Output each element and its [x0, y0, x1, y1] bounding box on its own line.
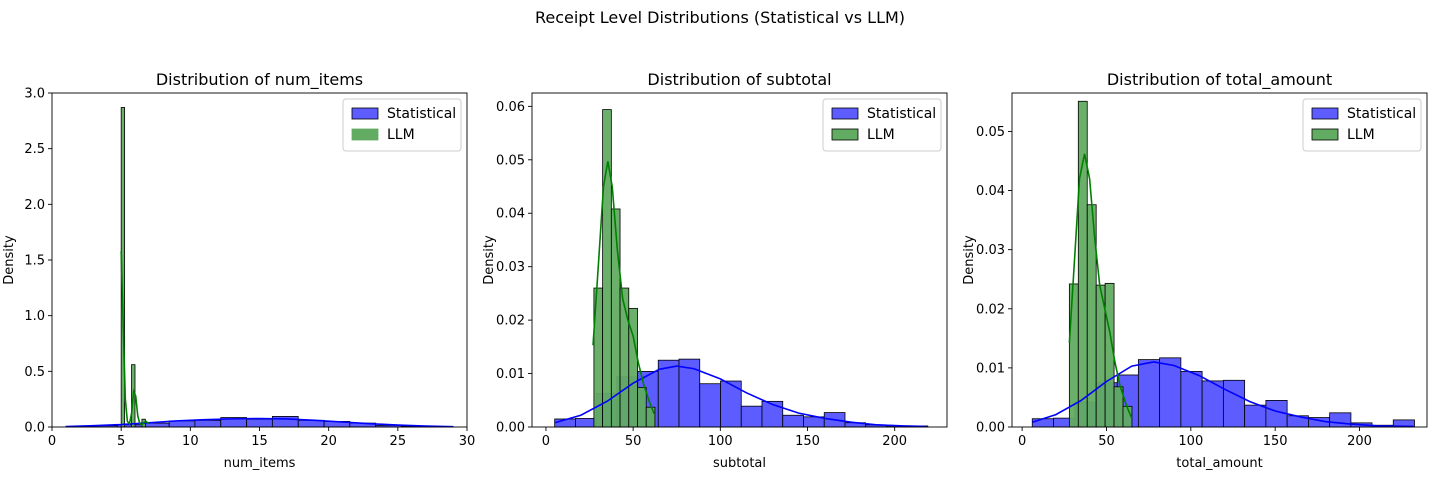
- histogram-bar: [575, 418, 597, 428]
- legend-label-llm: LLM: [1347, 127, 1375, 143]
- y-axis-label: Density: [482, 235, 497, 285]
- axes-frame: [531, 92, 948, 428]
- y-tick-label: 0.04: [976, 184, 1005, 199]
- x-tick-label: 150: [1263, 434, 1288, 449]
- histogram-bar: [1137, 359, 1161, 428]
- y-tick-label: 0.00: [976, 421, 1005, 436]
- histogram-bar: [645, 406, 656, 428]
- legend: Statistical LLM: [342, 98, 462, 152]
- x-tick-label: 100: [708, 434, 733, 449]
- y-tick-label: 0.0: [24, 421, 45, 436]
- x-tick-label: 200: [1347, 434, 1372, 449]
- legend-swatch-statistical: [351, 107, 379, 120]
- histogram-bar: [194, 419, 222, 428]
- legend-swatch-statistical: [1311, 107, 1339, 120]
- legend-swatch-statistical: [831, 107, 859, 120]
- histogram-bar: [1031, 418, 1054, 428]
- kde-line-llm: [1068, 153, 1133, 419]
- x-tick-label: 200: [882, 434, 907, 449]
- kde-line-statistical: [554, 365, 927, 428]
- histogram-bar: [637, 387, 647, 428]
- x-axis-label: subtotal: [713, 456, 766, 471]
- x-tick-label: 150: [795, 434, 820, 449]
- panel-title: Distribution of total_amount: [1107, 70, 1332, 90]
- x-tick-label: 50: [625, 434, 642, 449]
- y-tick-label: 0.06: [496, 100, 525, 115]
- legend: Statistical LLM: [1302, 98, 1422, 152]
- y-tick-label: 0.00: [496, 421, 525, 436]
- x-tick-label: 5: [117, 434, 125, 449]
- subplot-subtotal: Distribution of subtotal 0 50 100 150 200 0.00…: [482, 70, 948, 471]
- histogram-bar: [782, 414, 804, 428]
- histogram-bar: [657, 359, 680, 428]
- y-tick-label: 0.02: [496, 314, 525, 329]
- legend-label-statistical: Statistical: [387, 106, 456, 122]
- histogram-bar: [1104, 282, 1115, 428]
- legend-swatch-llm: [351, 128, 379, 141]
- x-tick-label: 30: [459, 434, 476, 449]
- series-llm-bars: [593, 109, 656, 428]
- histogram-bar: [1077, 100, 1088, 428]
- legend-swatch-llm: [831, 128, 859, 141]
- legend: Statistical LLM: [822, 98, 942, 152]
- y-axis-label: Density: [2, 235, 17, 285]
- x-tick-label: 0: [48, 434, 56, 449]
- y-tick-label: 0.5: [24, 365, 45, 380]
- panel-title: Distribution of num_items: [156, 70, 363, 90]
- y-tick-label: 0.03: [976, 243, 1005, 258]
- x-tick-label: 100: [1178, 434, 1203, 449]
- x-tick-label: 0: [1018, 434, 1026, 449]
- histogram-bar: [602, 109, 612, 428]
- legend-swatch-llm: [1311, 128, 1339, 141]
- y-tick-label: 0.05: [496, 153, 525, 168]
- x-tick-label: 50: [1098, 434, 1115, 449]
- x-tick-label: 20: [320, 434, 337, 449]
- kde-line-llm: [592, 161, 655, 414]
- x-tick-label: 10: [182, 434, 199, 449]
- histogram-bar: [142, 422, 170, 428]
- x-axis-label: num_items: [224, 456, 296, 471]
- legend-label-statistical: Statistical: [867, 106, 936, 122]
- y-tick-label: 1.5: [24, 254, 45, 269]
- x-tick-label: 0: [542, 434, 550, 449]
- histogram-bar: [740, 405, 763, 428]
- legend-label-llm: LLM: [387, 127, 415, 143]
- y-tick-label: 1.0: [24, 309, 45, 324]
- y-tick-label: 0.05: [976, 125, 1005, 140]
- histogram-bar: [610, 208, 621, 428]
- kde-line-statistical: [1031, 361, 1414, 428]
- figure-suptitle: Receipt Level Distributions (Statistical…: [535, 8, 905, 27]
- histogram-bar: [1222, 379, 1246, 428]
- histogram-bar: [246, 418, 273, 428]
- y-tick-label: 0.02: [976, 302, 1005, 317]
- histogram-bar: [1329, 412, 1352, 428]
- x-axis-label: total_amount: [1176, 456, 1262, 471]
- kde-line-statistical: [65, 417, 454, 428]
- y-tick-label: 0.04: [496, 207, 525, 222]
- y-tick-label: 0.03: [496, 260, 525, 275]
- y-axis-label: Density: [962, 235, 977, 285]
- histogram-bar: [1244, 404, 1267, 428]
- subplot-total-amount: Distribution of total_amount 0 50 100 150 200…: [962, 70, 1428, 471]
- legend-label-llm: LLM: [867, 127, 895, 143]
- y-tick-label: 2.5: [24, 142, 45, 157]
- histogram-bar: [699, 383, 721, 428]
- y-tick-label: 0.01: [496, 367, 525, 382]
- x-tick-label: 25: [390, 434, 407, 449]
- histogram-bar: [1159, 357, 1182, 428]
- subplot-num-items: Distribution of num_items 0 5 10 15 20 25 30 0.0…: [2, 70, 475, 471]
- panel-title: Distribution of subtotal: [647, 70, 831, 89]
- x-tick-label: 15: [251, 434, 268, 449]
- histogram-bar: [1201, 380, 1224, 428]
- y-tick-label: 2.0: [24, 198, 45, 213]
- y-tick-label: 3.0: [24, 87, 45, 102]
- legend-label-statistical: Statistical: [1347, 106, 1416, 122]
- axes-frame: [1011, 92, 1428, 428]
- histogram-bar: [1180, 371, 1203, 428]
- kde-line-llm: [120, 251, 150, 426]
- y-tick-label: 0.01: [976, 361, 1005, 376]
